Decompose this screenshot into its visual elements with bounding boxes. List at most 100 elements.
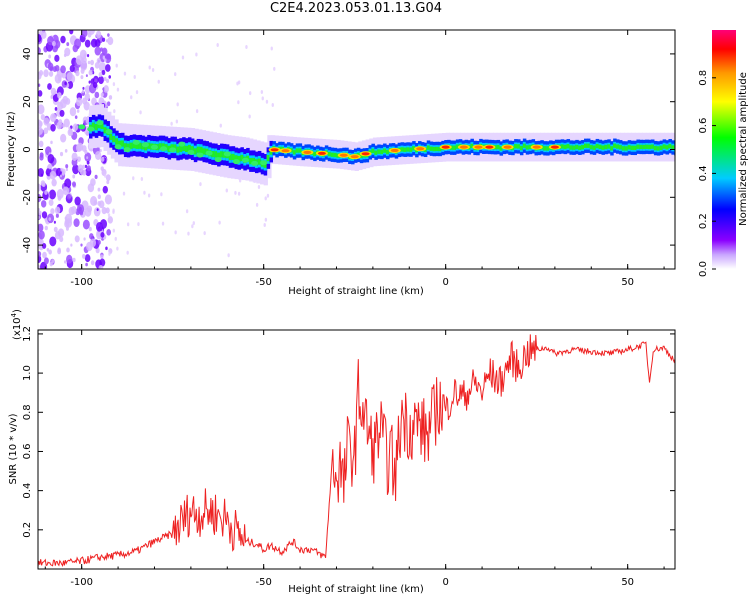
- heatmap-speckle: [106, 180, 110, 185]
- heatmap-speckle: [38, 251, 42, 257]
- heatmap-speckle: [112, 82, 116, 87]
- heatmap-cell: [240, 154, 244, 162]
- heatmap-cell: [237, 155, 241, 163]
- snr-line: [38, 334, 675, 568]
- heatmap-speckle: [71, 152, 78, 162]
- heatmap-cell: [327, 151, 332, 157]
- heatmap-speckle: [82, 86, 85, 90]
- heatmap-speckle: [76, 109, 80, 113]
- heatmap-cell: [618, 145, 623, 150]
- heatmap-cell: [118, 140, 122, 147]
- heatmap-speckle: [104, 58, 107, 63]
- heatmap-speckle: [71, 181, 76, 187]
- heatmap-cell: [126, 143, 131, 150]
- heatmap-blob: [241, 157, 249, 163]
- heatmap-hotspot: [350, 155, 359, 159]
- heatmap-speckle: [90, 260, 95, 266]
- snr-frame: [37, 329, 676, 570]
- heatmap-speckle: [73, 218, 80, 227]
- heatmap-speckle: [116, 246, 119, 251]
- heatmap-speckle: [102, 185, 108, 194]
- colorbar-tick-label: 0.4: [698, 165, 709, 181]
- heatmap-cell: [374, 150, 378, 155]
- heatmap-speckle: [98, 75, 104, 85]
- heatmap-speckle: [108, 95, 113, 100]
- heatmap-speckle: [38, 120, 43, 127]
- heatmap-speckle: [64, 148, 68, 153]
- heatmap-cell: [179, 145, 183, 153]
- snr-scale-exp: 4: [10, 312, 18, 317]
- heatmap-speckle: [216, 42, 219, 47]
- heatmap-cell: [499, 146, 504, 151]
- heatmap-speckle: [38, 140, 44, 148]
- snr-ytick-label: 0.2: [22, 522, 33, 538]
- heatmap-speckle: [43, 257, 49, 265]
- heatmap-cell: [665, 145, 670, 150]
- heatmap-blob: [214, 157, 222, 163]
- heatmap-hotspot: [485, 145, 494, 149]
- spectrogram-xtick-label: -50: [256, 277, 272, 288]
- heatmap-speckle: [81, 253, 86, 259]
- heatmap-speckle: [51, 178, 57, 187]
- heatmap-cell: [135, 142, 140, 149]
- heatmap-cell: [193, 148, 198, 155]
- spectrogram-ytick-label: -20: [22, 189, 33, 205]
- heatmap-speckle: [255, 202, 259, 207]
- heatmap-speckle: [50, 123, 56, 132]
- heatmap-speckle: [140, 177, 144, 182]
- heatmap-speckle: [38, 264, 41, 269]
- heatmap-cell: [94, 124, 99, 131]
- heatmap-cell: [455, 144, 460, 149]
- heatmap-speckle: [122, 191, 126, 196]
- heatmap-speckle: [135, 90, 139, 95]
- heatmap-speckle: [81, 30, 88, 38]
- heatmap-speckle: [66, 254, 73, 264]
- heatmap-cell: [228, 153, 233, 161]
- heatmap-speckle: [157, 79, 160, 84]
- heatmap-cell: [412, 146, 416, 151]
- heatmap-cell: [438, 146, 442, 152]
- heatmap-cell: [115, 138, 119, 145]
- heatmap-blob: [78, 124, 86, 130]
- heatmap-cell: [109, 133, 113, 141]
- heatmap-speckle: [47, 62, 54, 71]
- heatmap-cell: [653, 145, 658, 151]
- snr-ytick-label: 0.4: [22, 483, 33, 499]
- heatmap-speckle: [38, 104, 45, 115]
- heatmap-speckle: [48, 54, 52, 59]
- heatmap-speckle: [65, 226, 69, 231]
- heatmap-speckle: [57, 101, 64, 111]
- heatmap-speckle: [219, 123, 222, 128]
- heatmap-speckle: [83, 53, 87, 58]
- heatmap-cell: [400, 147, 405, 152]
- heatmap-speckle: [115, 63, 118, 68]
- snr-ylabel: SNR (10 * v/v): [8, 413, 19, 484]
- heatmap-blob: [87, 126, 95, 132]
- heatmap-cell: [380, 149, 384, 155]
- heatmap-speckle: [264, 217, 268, 222]
- heatmap-speckle: [234, 190, 237, 195]
- spectrogram-heatmap: [38, 30, 679, 269]
- heatmap-speckle: [50, 113, 57, 123]
- heatmap-cell: [645, 144, 649, 149]
- heatmap-speckle: [192, 221, 195, 226]
- heatmap-cell: [675, 133, 679, 162]
- heatmap-hotspot: [474, 145, 483, 149]
- heatmap-speckle: [76, 97, 83, 107]
- heatmap-speckle: [43, 127, 49, 135]
- heatmap-cell: [470, 143, 474, 149]
- heatmap-speckle: [44, 190, 48, 195]
- heatmap-speckle: [38, 240, 42, 245]
- spectrogram-xlabel: Height of straight line (km): [288, 286, 424, 297]
- heatmap-speckle: [143, 190, 146, 195]
- colorbar-tick-label: 0.0: [698, 261, 709, 277]
- heatmap-speckle: [47, 154, 55, 164]
- heatmap-cell: [607, 144, 611, 149]
- spectrogram-ytick-label: 0: [22, 146, 33, 152]
- heatmap-blob: [160, 146, 168, 152]
- heatmap-speckle: [59, 151, 64, 157]
- heatmap-cell: [144, 144, 148, 151]
- heatmap-speckle: [249, 91, 252, 96]
- spectrogram-xtick-label: 0: [442, 277, 448, 288]
- heatmap-speckle: [84, 39, 91, 48]
